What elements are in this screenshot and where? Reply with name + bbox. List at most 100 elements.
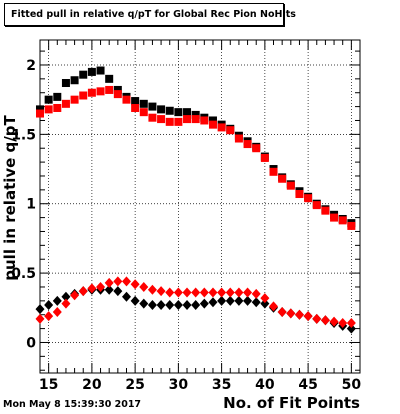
data-point-diamond — [165, 287, 175, 298]
data-point-diamond — [173, 287, 183, 298]
data-point-square — [165, 106, 174, 115]
data-point-square — [208, 120, 217, 129]
data-point-square — [87, 88, 96, 97]
data-point-diamond — [346, 323, 356, 334]
data-point-diamond — [217, 295, 227, 306]
data-point-diamond — [52, 306, 62, 317]
data-point-diamond — [320, 315, 330, 326]
data-point-square — [183, 115, 192, 124]
data-point-square — [269, 167, 278, 176]
data-point-square — [148, 113, 157, 122]
data-point-square — [105, 85, 114, 94]
data-point-square — [61, 79, 70, 88]
y-tick-label: 0 — [26, 335, 36, 351]
chart-title-box: Fitted pull in relative q/pT for Global … — [4, 3, 296, 26]
data-point-diamond — [199, 298, 209, 309]
data-point-square — [183, 108, 192, 117]
data-point-square — [243, 140, 252, 149]
data-point-square — [131, 103, 140, 112]
data-point-diamond — [113, 286, 123, 297]
data-point-diamond — [113, 276, 123, 287]
data-point-diamond — [208, 287, 218, 298]
data-point-square — [208, 116, 217, 125]
data-point-diamond — [139, 281, 149, 292]
data-point-diamond — [251, 297, 261, 308]
y-tick-label: 1.5 — [11, 127, 36, 143]
data-point-square — [200, 116, 209, 125]
data-point-diamond — [234, 287, 244, 298]
data-point-square — [139, 108, 148, 117]
data-point-square — [105, 74, 114, 83]
data-point-diamond — [139, 298, 149, 309]
data-point-square — [113, 85, 122, 94]
data-point-diamond — [104, 277, 114, 288]
data-point-diamond — [234, 295, 244, 306]
data-point-diamond — [243, 295, 253, 306]
data-point-square — [234, 134, 243, 143]
data-point-diamond — [338, 318, 348, 329]
data-point-square — [96, 66, 105, 75]
data-point-diamond — [182, 287, 192, 298]
y-tick-label: 2 — [26, 58, 36, 74]
data-point-diamond — [312, 313, 322, 324]
data-point-square — [96, 87, 105, 96]
data-point-square — [79, 70, 88, 79]
data-point-diamond — [70, 290, 80, 301]
timestamp: Mon May 8 15:39:30 2017 — [3, 399, 142, 410]
data-point-diamond — [251, 288, 261, 299]
data-point-diamond — [208, 297, 218, 308]
data-point-square — [157, 115, 166, 124]
data-point-diamond — [294, 309, 304, 320]
x-tick-label: 50 — [342, 377, 362, 393]
data-point-diamond — [35, 304, 45, 315]
data-point-diamond — [269, 301, 279, 312]
y-axis-label: pull in relative q/pT — [1, 115, 19, 281]
data-point-diamond — [156, 286, 166, 297]
data-point-diamond — [260, 298, 270, 309]
data-point-diamond — [329, 316, 339, 327]
data-point-diamond — [44, 300, 54, 311]
data-point-square — [252, 144, 261, 153]
x-axis-label: No. of Fit Points — [223, 394, 360, 412]
data-point-square — [70, 95, 79, 104]
data-point-diamond — [243, 287, 253, 298]
x-tick-label: 30 — [169, 377, 189, 393]
data-point-diamond — [260, 293, 270, 304]
data-point-square — [165, 117, 174, 126]
data-point-diamond — [61, 298, 71, 309]
x-tick-label: 20 — [82, 377, 102, 393]
data-point-diamond — [147, 300, 157, 311]
data-point-square — [79, 91, 88, 100]
data-point-square — [286, 181, 295, 190]
data-point-diamond — [61, 291, 71, 302]
data-point-square — [139, 99, 148, 108]
data-point-diamond — [191, 287, 201, 298]
data-point-square — [87, 67, 96, 76]
data-point-diamond — [182, 300, 192, 311]
data-point-diamond — [165, 300, 175, 311]
data-point-square — [44, 95, 53, 104]
data-point-square — [53, 92, 62, 101]
data-point-square — [260, 153, 269, 162]
data-point-square — [122, 95, 131, 104]
x-tick-label: 25 — [125, 377, 144, 393]
x-tick-label: 15 — [39, 377, 58, 393]
x-tick-label: 45 — [298, 377, 317, 393]
data-point-square — [217, 123, 226, 132]
data-point-square — [295, 190, 304, 199]
data-point-square — [347, 221, 356, 230]
data-point-square — [338, 216, 347, 225]
data-point-diamond — [199, 287, 209, 298]
data-point-diamond — [225, 287, 235, 298]
data-point-square — [36, 105, 44, 114]
data-point-diamond — [191, 300, 201, 311]
data-point-diamond — [104, 284, 114, 295]
data-point-diamond — [130, 279, 140, 290]
data-point-square — [113, 90, 122, 99]
data-point-diamond — [147, 284, 157, 295]
data-point-diamond — [217, 287, 227, 298]
data-point-diamond — [173, 300, 183, 311]
data-point-diamond — [277, 306, 287, 317]
data-point-square — [61, 99, 70, 108]
data-point-diamond — [35, 313, 45, 324]
